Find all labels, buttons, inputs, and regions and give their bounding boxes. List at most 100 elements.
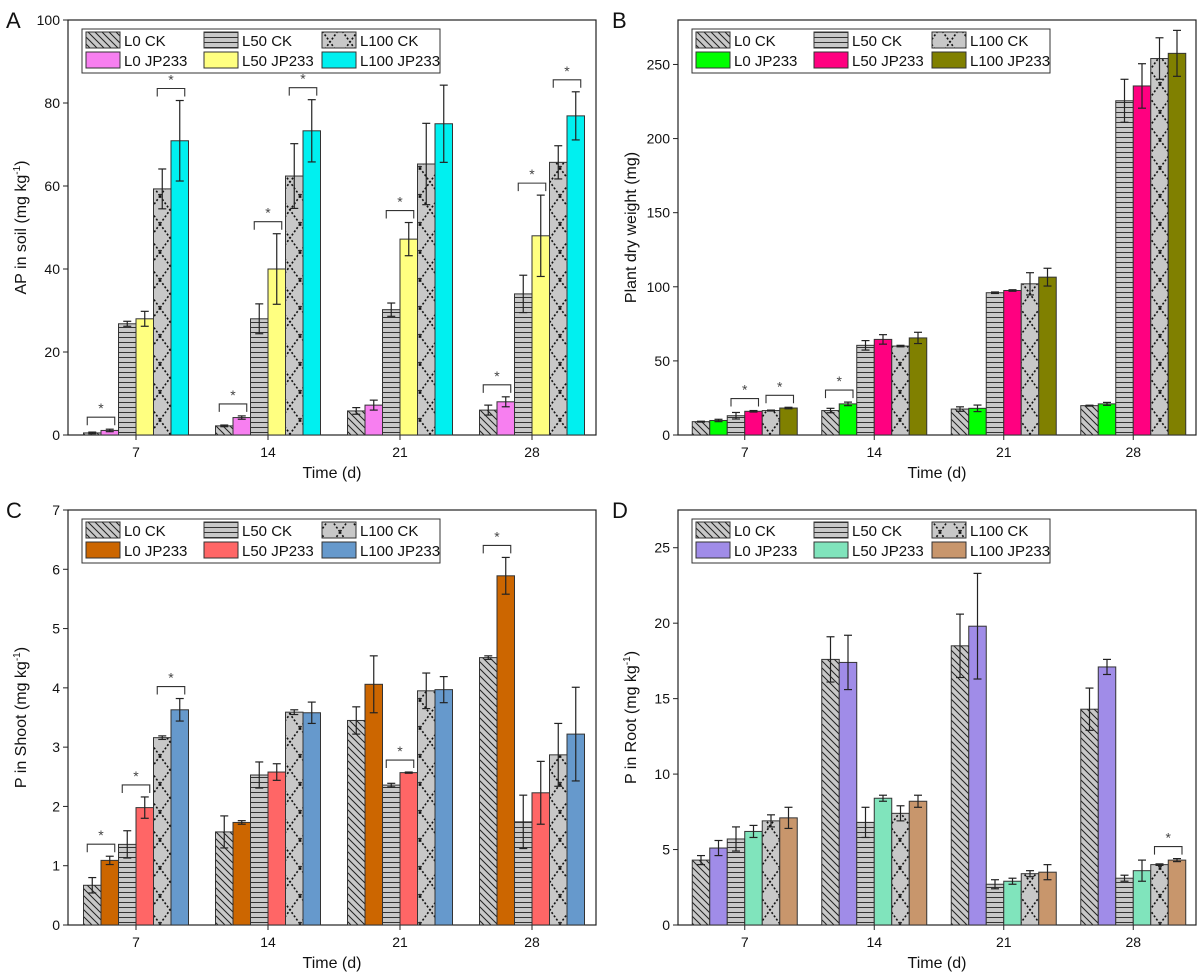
bar-l50-ck <box>1115 100 1134 436</box>
y-axis-label-main: P in Shoot (mg kg <box>13 661 30 788</box>
significance-star: * <box>168 72 174 88</box>
legend-label: L0 JP233 <box>734 543 797 560</box>
bar-l100-ck <box>1020 283 1040 436</box>
error-bar <box>1155 37 1164 80</box>
y-tick-label: 50 <box>654 353 670 369</box>
significance-star: * <box>98 827 104 843</box>
bar-l0-ck <box>347 719 366 926</box>
legend-item: L50 JP233 <box>813 541 924 560</box>
legend-item: L50 CK <box>203 31 292 50</box>
legend-swatch <box>321 51 357 69</box>
bar-l0-ck <box>821 658 840 926</box>
y-tick-label: 6 <box>52 561 60 577</box>
error-bar <box>1085 404 1094 407</box>
bar-l100-ck <box>285 711 304 926</box>
bar-l100-jp233 <box>1167 52 1187 436</box>
error-bar <box>387 302 396 317</box>
significance-bracket <box>288 87 318 96</box>
error-bar <box>422 122 431 206</box>
legend-swatch <box>813 521 849 539</box>
bar-l100-jp233 <box>779 817 798 926</box>
legend-label: L50 CK <box>242 523 292 540</box>
y-tick-label: 20 <box>654 615 670 631</box>
legend-label: L100 CK <box>360 33 418 50</box>
error-bar <box>536 760 545 825</box>
error-bar <box>571 91 580 141</box>
panel-letter: A <box>6 8 21 33</box>
bar-l0-ck <box>950 645 970 926</box>
y-tick-label: 0 <box>52 917 60 933</box>
legend-item: L0 JP233 <box>695 541 797 560</box>
legend-label: L0 CK <box>124 523 166 540</box>
legend-swatch <box>85 31 121 49</box>
bracket-line <box>218 403 248 412</box>
error-bar <box>1043 864 1052 881</box>
bar-l50-ck <box>250 774 269 926</box>
bar-l50-jp233 <box>873 338 893 436</box>
legend-label: L100 JP233 <box>360 53 440 70</box>
bar-l0-ck <box>821 410 840 436</box>
significance-star: * <box>494 368 500 384</box>
bracket-line <box>156 87 186 97</box>
legend-box <box>81 28 441 74</box>
legend-label: L50 JP233 <box>242 53 314 70</box>
legend-label: L0 JP233 <box>124 543 187 560</box>
plot-frame <box>67 19 597 436</box>
legend-item: L50 CK <box>813 521 902 540</box>
y-tick-label: 150 <box>647 205 671 221</box>
bar-l100-ck <box>891 345 910 436</box>
error-bar <box>714 839 723 857</box>
bracket-line <box>86 843 116 853</box>
bar-l100-ck <box>417 690 436 926</box>
legend: L0 CK L50 CK L100 CK L0 JP233 L50 JP233 L100 … <box>81 28 441 74</box>
legend-box <box>81 518 441 564</box>
legend-item: L0 CK <box>85 521 166 540</box>
bar-l0-ck <box>1080 708 1099 926</box>
bar-l50-ck <box>382 784 401 926</box>
bar-l50-jp233 <box>744 410 763 436</box>
bar-l0-jp233 <box>1097 403 1117 436</box>
plot-frame <box>677 509 1197 926</box>
legend-label: L50 JP233 <box>852 543 924 560</box>
error-bar <box>501 396 510 408</box>
plot-frame <box>677 19 1197 436</box>
legend-swatch <box>85 51 121 69</box>
legend-item: L50 JP233 <box>813 51 924 70</box>
error-bar <box>732 826 740 852</box>
legend-label: L100 CK <box>360 523 418 540</box>
y-axis-label: P in Root (mg kg-1) <box>622 651 640 784</box>
error-bar <box>123 320 132 327</box>
bar-l0-ck <box>1080 405 1099 436</box>
legend-item: L0 CK <box>695 521 776 540</box>
significance-star: * <box>742 382 748 398</box>
bar-l100-jp233 <box>908 337 928 436</box>
bracket-line <box>517 182 547 192</box>
legend-swatch <box>203 541 239 559</box>
error-bar <box>732 411 740 420</box>
legend-item: L100 CK <box>931 521 1028 540</box>
x-tick-label: 21 <box>996 934 1012 950</box>
bar-l50-ck <box>250 318 269 436</box>
error-bar <box>826 636 835 683</box>
y-axis-label-end: ) <box>623 651 640 656</box>
error-bar <box>1155 863 1164 866</box>
significance-star: * <box>168 670 174 686</box>
error-bar <box>1026 870 1034 878</box>
legend-swatch <box>321 31 357 49</box>
error-bar <box>105 428 114 433</box>
bracket-line <box>765 394 795 404</box>
legend-item: L50 JP233 <box>203 541 314 560</box>
error-bar <box>1008 289 1017 292</box>
error-bar <box>784 406 793 410</box>
error-bar <box>1138 63 1146 109</box>
error-bar <box>519 274 528 314</box>
significance-star: * <box>397 194 403 210</box>
error-bar <box>404 771 413 774</box>
x-tick-label: 7 <box>132 934 140 950</box>
error-bar <box>1120 874 1129 882</box>
error-bar <box>307 701 316 725</box>
bar-l0-ck <box>479 657 498 926</box>
error-bar <box>844 401 852 407</box>
bar-l50-ck <box>985 292 1005 436</box>
panel-d: D 0 5 10 15 20 25 P in Root (mg kg-1) 7 14 21 28 Tim… <box>612 498 1197 972</box>
